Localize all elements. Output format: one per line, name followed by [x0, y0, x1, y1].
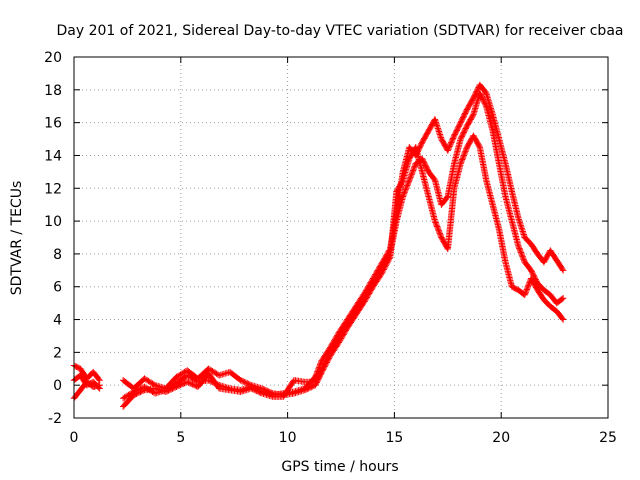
data-point-marker — [378, 265, 385, 272]
y-axis-label: SDTVAR / TECUs — [9, 181, 25, 296]
y-tick-label: 6 — [53, 280, 62, 296]
x-tick-label: 15 — [385, 430, 403, 446]
y-tick-label: 16 — [44, 116, 62, 132]
x-tick-label: 25 — [599, 430, 617, 446]
y-tick-label: 14 — [44, 148, 62, 164]
data-points — [70, 81, 567, 410]
y-tick-label: -2 — [48, 411, 62, 427]
y-tick-label: 20 — [44, 50, 62, 66]
y-tick-label: 12 — [44, 181, 62, 197]
plot-frame — [73, 56, 609, 419]
data-point-marker — [406, 176, 413, 184]
y-tick-label: 10 — [44, 214, 62, 230]
y-tick-label: 18 — [44, 83, 62, 99]
data-point-marker — [184, 378, 191, 386]
x-tick-label: 10 — [279, 430, 297, 446]
data-point-marker — [173, 383, 180, 391]
series-trace — [71, 91, 566, 409]
y-tick-label: 8 — [53, 247, 62, 263]
y-tick-label: 4 — [53, 313, 62, 329]
y-tick-label: 0 — [53, 378, 62, 394]
axis-ticks: 0 5 10 15 20 25 -2 0 2 4 6 8 10 12 14 16 18 20 — [44, 50, 617, 446]
x-tick-label: 5 — [176, 430, 185, 446]
chart-title: Day 201 of 2021, Sidereal Day-to-day VTE… — [57, 23, 624, 39]
series-track — [70, 89, 567, 410]
x-axis-label: GPS time / hours — [281, 459, 398, 475]
data-point-marker — [327, 349, 334, 356]
data-point-marker — [369, 280, 377, 287]
y-tick-label: 2 — [53, 345, 62, 361]
x-tick-label: 20 — [492, 430, 510, 446]
x-tick-label: 0 — [70, 430, 79, 446]
